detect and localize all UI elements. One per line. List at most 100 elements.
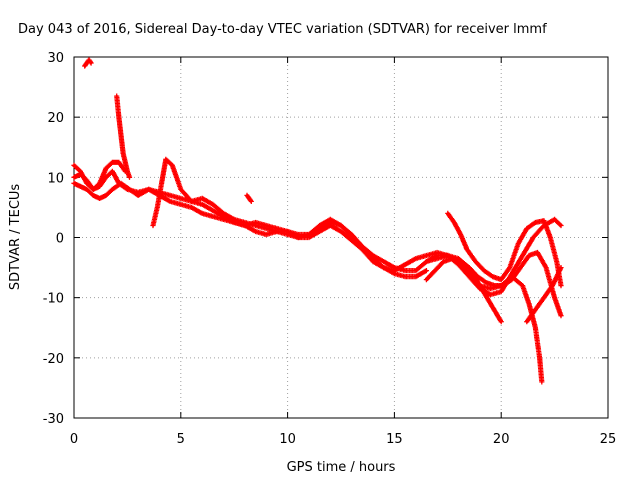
y-tick-label: -10 [43,292,64,307]
data-point [540,380,543,384]
data-point [119,182,123,185]
data-point [179,188,182,191]
data-point [361,248,364,251]
x-tick-label: 5 [177,432,185,447]
data-point [403,275,407,278]
data-point [265,227,268,230]
grid [74,57,608,418]
data-point [559,224,563,227]
data-point [211,209,215,212]
data-point [147,188,150,191]
x-tick-label: 10 [279,432,296,447]
data-point [534,308,537,311]
data-point [489,302,492,305]
data-point [476,275,479,278]
data-point [124,161,127,164]
data-point [544,266,548,269]
data-point [72,164,76,167]
data-layer [71,57,564,385]
data-point [521,284,524,287]
x-tick-label: 25 [600,432,617,447]
data-point [339,230,343,233]
x-tick-label: 15 [386,432,403,447]
data-point [92,194,95,197]
data-point [534,326,537,329]
data-point [98,197,101,200]
data-point [525,227,529,230]
series-track-9 [423,249,564,319]
data-point [200,203,204,206]
data-point [538,356,541,360]
data-point [318,230,321,233]
data-point [435,254,439,257]
data-point [527,254,531,257]
data-point [111,161,114,164]
series-markers [524,265,564,325]
x-tick-label: 20 [493,432,510,447]
data-point [459,260,462,263]
data-point [211,203,215,206]
data-point [104,167,108,170]
data-point [521,254,524,257]
data-point [450,257,454,260]
data-point [553,218,556,221]
data-point [254,224,257,227]
data-point [553,296,556,299]
data-point [233,218,236,221]
data-point [318,224,321,227]
data-point [339,224,343,227]
data-point [85,61,89,65]
data-point [79,173,82,176]
data-point [433,269,437,272]
data-point [500,320,503,323]
data-point [168,194,172,197]
data-point [414,275,417,278]
data-point [510,278,514,281]
data-point [414,269,417,272]
data-point [467,266,471,269]
chart-title: Day 043 of 2016, Sidereal Day-to-day VTE… [18,22,547,37]
x-axis-label: GPS time / hours [287,460,396,475]
data-point [559,266,563,269]
series-markers [445,210,564,289]
data-point [482,269,486,272]
series-track-7 [445,210,564,289]
data-point [425,269,428,272]
data-point [519,266,522,269]
data-point [254,230,257,233]
data-point [465,248,469,251]
data-point [222,212,225,215]
data-point [403,269,407,272]
data-point [425,278,428,281]
data-point [425,254,428,257]
data-point [536,251,539,254]
data-point [534,221,537,224]
data-point [350,236,353,239]
data-point [160,182,163,185]
data-point [549,236,552,239]
data-point [275,230,279,233]
y-tick-label: 10 [47,171,64,186]
data-point [200,212,204,215]
series-track-6 [150,156,564,298]
data-point [382,266,385,269]
y-tick-label: 30 [47,51,64,66]
data-point [85,188,89,191]
data-point [245,194,249,197]
data-point [111,188,114,191]
data-point [243,221,247,224]
data-point [489,287,492,290]
data-point [115,94,118,98]
data-point [500,278,503,281]
data-point [136,194,140,197]
data-point [87,58,91,62]
data-point [542,296,546,299]
data-point [491,275,494,278]
data-point [403,263,407,266]
x-tick-label: 0 [70,432,78,447]
data-point [98,182,101,185]
data-point [307,233,311,236]
data-point [164,158,168,161]
data-point [126,170,129,173]
